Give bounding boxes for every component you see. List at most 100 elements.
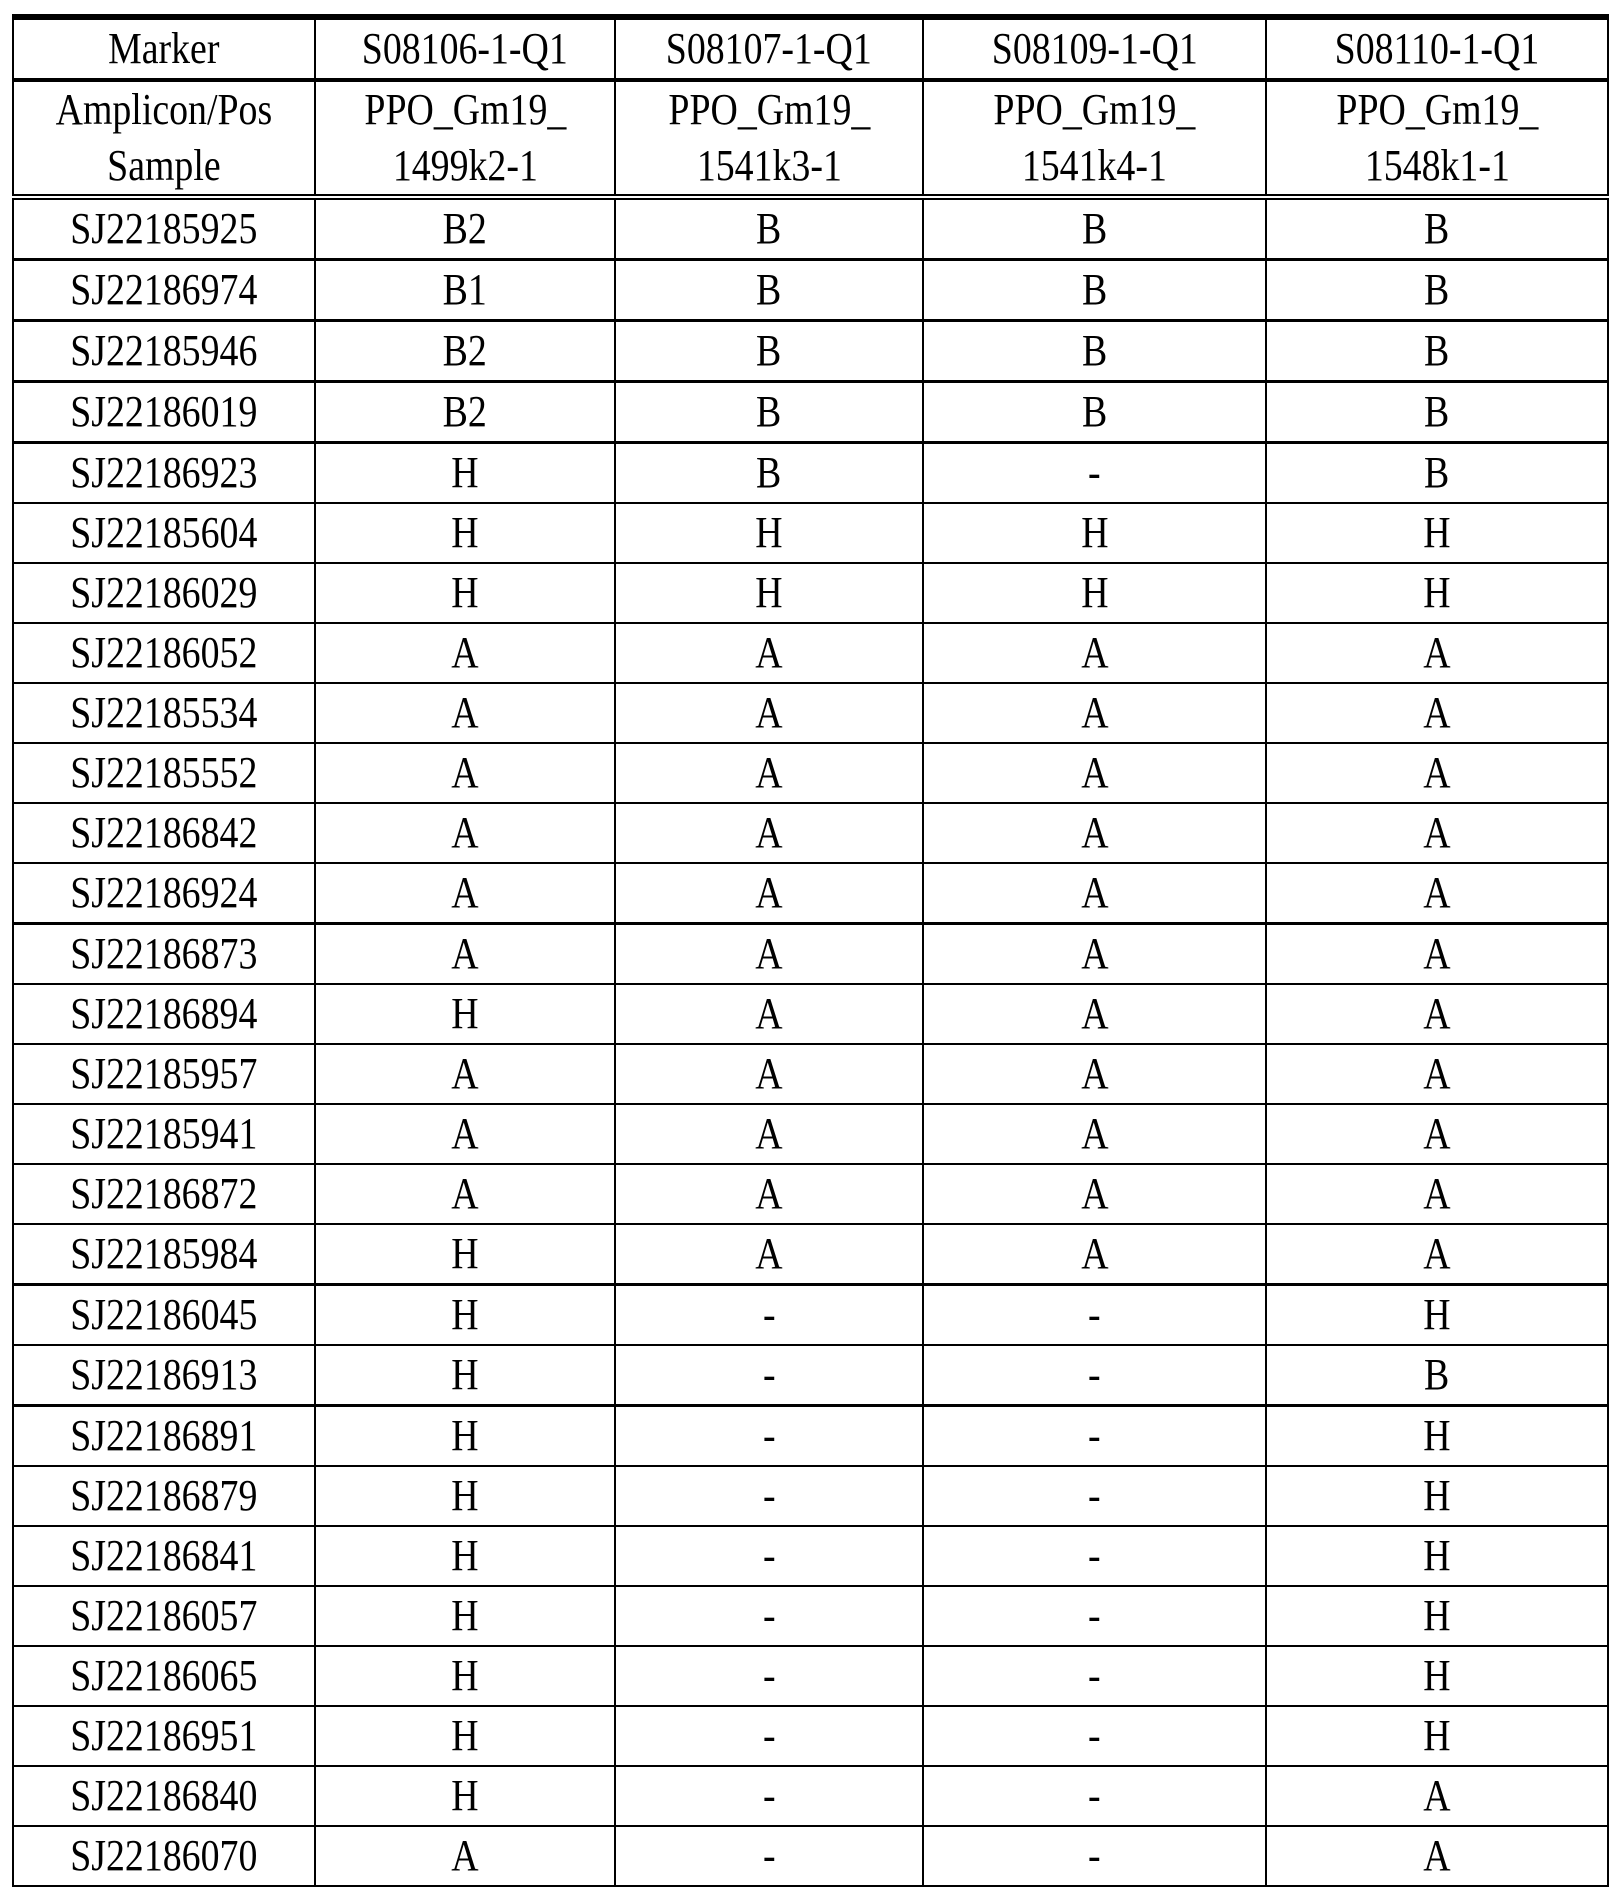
amplicon-name: PPO_Gm19_ 1541k3-1	[668, 82, 870, 194]
genotype-cell: B	[615, 197, 923, 260]
amplicon-cell: PPO_Gm19_ 1541k4-1	[923, 80, 1266, 197]
sample-id: SJ22186065	[70, 1647, 257, 1705]
amplicon-cell: PPO_Gm19_ 1541k3-1	[615, 80, 923, 197]
genotype-cell: H	[315, 1406, 615, 1467]
genotype-call: -	[763, 1407, 776, 1465]
genotype-cell: A	[315, 623, 615, 683]
genotype-cell: H	[315, 1646, 615, 1706]
table-row: SJ22186045H--H	[13, 1285, 1608, 1346]
genotype-call: H	[1423, 1587, 1450, 1645]
sample-id-cell: SJ22185604	[13, 503, 315, 563]
genotype-call: A	[1081, 985, 1108, 1043]
genotype-call: H	[1423, 1467, 1450, 1525]
genotype-cell: A	[923, 984, 1266, 1044]
genotype-cell: -	[923, 1706, 1266, 1766]
amplicon-cell: PPO_Gm19_ 1499k2-1	[315, 80, 615, 197]
genotype-call: -	[1088, 1827, 1101, 1885]
marker-name: S08110-1-Q1	[1335, 20, 1540, 78]
table-row: SJ22186924AAAA	[13, 863, 1608, 924]
genotype-call: A	[451, 1165, 478, 1223]
genotype-cell: A	[1266, 683, 1608, 743]
genotype-cell: B2	[315, 382, 615, 443]
genotype-cell: A	[1266, 924, 1608, 985]
marker-name: S08106-1-Q1	[362, 20, 568, 78]
genotype-call: B	[1424, 1346, 1449, 1404]
genotype-call: A	[1081, 1105, 1108, 1163]
genotype-call: B	[1424, 322, 1449, 380]
genotype-call: H	[1423, 1407, 1450, 1465]
sample-id-cell: SJ22186951	[13, 1706, 315, 1766]
genotype-cell: H	[1266, 1526, 1608, 1586]
genotype-call: A	[755, 684, 782, 742]
genotype-call: -	[763, 1527, 776, 1585]
genotype-call: B	[756, 383, 781, 441]
table-row: SJ22186891H--H	[13, 1406, 1608, 1467]
genotype-call: A	[1081, 925, 1108, 983]
table-body: SJ22185925B2BBBSJ22186974B1BBBSJ22185946…	[13, 197, 1608, 1886]
table-row: SJ22186019B2BBB	[13, 382, 1608, 443]
genotype-call: H	[1423, 504, 1450, 562]
genotype-call: A	[755, 1225, 782, 1283]
genotype-cell: H	[1266, 1406, 1608, 1467]
genotype-call: H	[1423, 1286, 1450, 1344]
sample-id-cell: SJ22186879	[13, 1466, 315, 1526]
genotype-call: H	[755, 504, 782, 562]
genotype-call: -	[1088, 1587, 1101, 1645]
sample-id-cell: SJ22186065	[13, 1646, 315, 1706]
sample-id-cell: SJ22186913	[13, 1345, 315, 1406]
genotype-call: B	[1082, 322, 1107, 380]
genotype-cell: -	[923, 1466, 1266, 1526]
marker-name: S08107-1-Q1	[666, 20, 872, 78]
genotype-cell: A	[315, 863, 615, 924]
genotype-cell: H	[315, 1466, 615, 1526]
table-row: SJ22185957AAAA	[13, 1044, 1608, 1104]
genotype-call: -	[763, 1827, 776, 1885]
genotype-cell: A	[923, 1104, 1266, 1164]
sample-id: SJ22185534	[70, 684, 257, 742]
genotype-cell: A	[315, 683, 615, 743]
genotype-call: -	[1088, 1707, 1101, 1765]
genotype-call: -	[763, 1707, 776, 1765]
genotype-call: A	[1423, 1225, 1450, 1283]
genotype-call: A	[1423, 624, 1450, 682]
genotype-call: H	[451, 444, 478, 502]
sample-id: SJ22186057	[70, 1587, 257, 1645]
sample-id-cell: SJ22186070	[13, 1826, 315, 1886]
sample-id-cell: SJ22186894	[13, 984, 315, 1044]
amplicon-name: PPO_Gm19_ 1541k4-1	[994, 82, 1196, 194]
table-row: SJ22185604HHHH	[13, 503, 1608, 563]
genotype-call: H	[451, 1225, 478, 1283]
sample-id: SJ22185941	[70, 1105, 257, 1163]
genotype-cell: A	[315, 1826, 615, 1886]
sample-id: SJ22186029	[70, 564, 257, 622]
sample-id: SJ22186842	[70, 804, 257, 862]
genotype-cell: H	[1266, 1586, 1608, 1646]
genotype-cell: -	[923, 1646, 1266, 1706]
genotype-call: A	[1423, 1767, 1450, 1825]
sample-id: SJ22185946	[70, 322, 257, 380]
sample-id: SJ22186841	[70, 1527, 257, 1585]
genotype-cell: H	[1266, 503, 1608, 563]
table-row: SJ22185552AAAA	[13, 743, 1608, 803]
sample-id-cell: SJ22186891	[13, 1406, 315, 1467]
table-row: SJ22185984HAAA	[13, 1224, 1608, 1285]
genotype-cell: H	[315, 1586, 615, 1646]
sample-id: SJ22186052	[70, 624, 257, 682]
genotype-cell: A	[615, 984, 923, 1044]
sample-id-cell: SJ22186842	[13, 803, 315, 863]
marker-cell: S08110-1-Q1	[1266, 17, 1608, 80]
marker-header-row: Marker S08106-1-Q1 S08107-1-Q1 S08109-1-…	[13, 17, 1608, 80]
genotype-cell: A	[315, 924, 615, 985]
genotype-call: A	[1081, 744, 1108, 802]
sample-id-cell: SJ22186045	[13, 1285, 315, 1346]
sample-id: SJ22186951	[70, 1707, 257, 1765]
genotype-call: -	[1088, 1647, 1101, 1705]
genotype-cell: -	[923, 1586, 1266, 1646]
genotype-call: -	[763, 1767, 776, 1825]
genotype-cell: A	[1266, 1826, 1608, 1886]
genotype-cell: A	[923, 863, 1266, 924]
table-row: SJ22186951H--H	[13, 1706, 1608, 1766]
table-row: SJ22186052AAAA	[13, 623, 1608, 683]
genotype-cell: H	[315, 1285, 615, 1346]
sample-id-cell: SJ22186923	[13, 443, 315, 504]
